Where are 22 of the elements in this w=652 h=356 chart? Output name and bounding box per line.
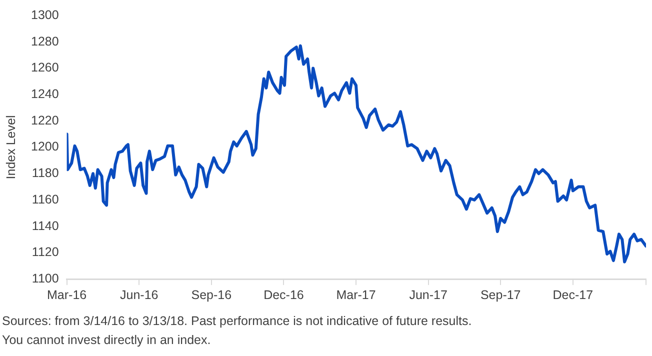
y-tick-label: 1240 [30, 87, 59, 102]
y-tick-label: 1300 [30, 8, 59, 22]
y-tick-label: 1160 [32, 192, 59, 206]
y-tick-label: 1260 [30, 60, 59, 75]
y-tick-label: 1280 [30, 34, 59, 48]
y-axis-title: Index Level [4, 115, 18, 180]
y-tick-label: 1120 [32, 245, 59, 260]
y-tick-label: 1180 [32, 166, 59, 180]
x-tick-label: Sep-16 [191, 288, 232, 302]
y-tick-label: 1220 [30, 113, 59, 128]
y-tick-label: 1100 [32, 271, 59, 286]
x-tick-label: Sep-17 [480, 288, 521, 302]
x-tick-label: Dec-16 [264, 288, 304, 302]
x-tick-label: Mar-16 [47, 288, 87, 302]
x-tick-label: Mar-17 [336, 288, 376, 302]
y-tick-label: 1140 [32, 218, 59, 233]
source-note: Sources: from 3/14/16 to 3/13/18. Past performance is not indicative of future results. [2, 313, 472, 330]
y-tick-label: 1200 [30, 140, 59, 154]
x-tick-label: Jun-16 [120, 288, 158, 302]
x-tick-label: Jun-17 [409, 288, 448, 302]
text: You cannot invest directly in an index. [2, 332, 212, 349]
x-tick-label: Dec-17 [552, 288, 594, 302]
